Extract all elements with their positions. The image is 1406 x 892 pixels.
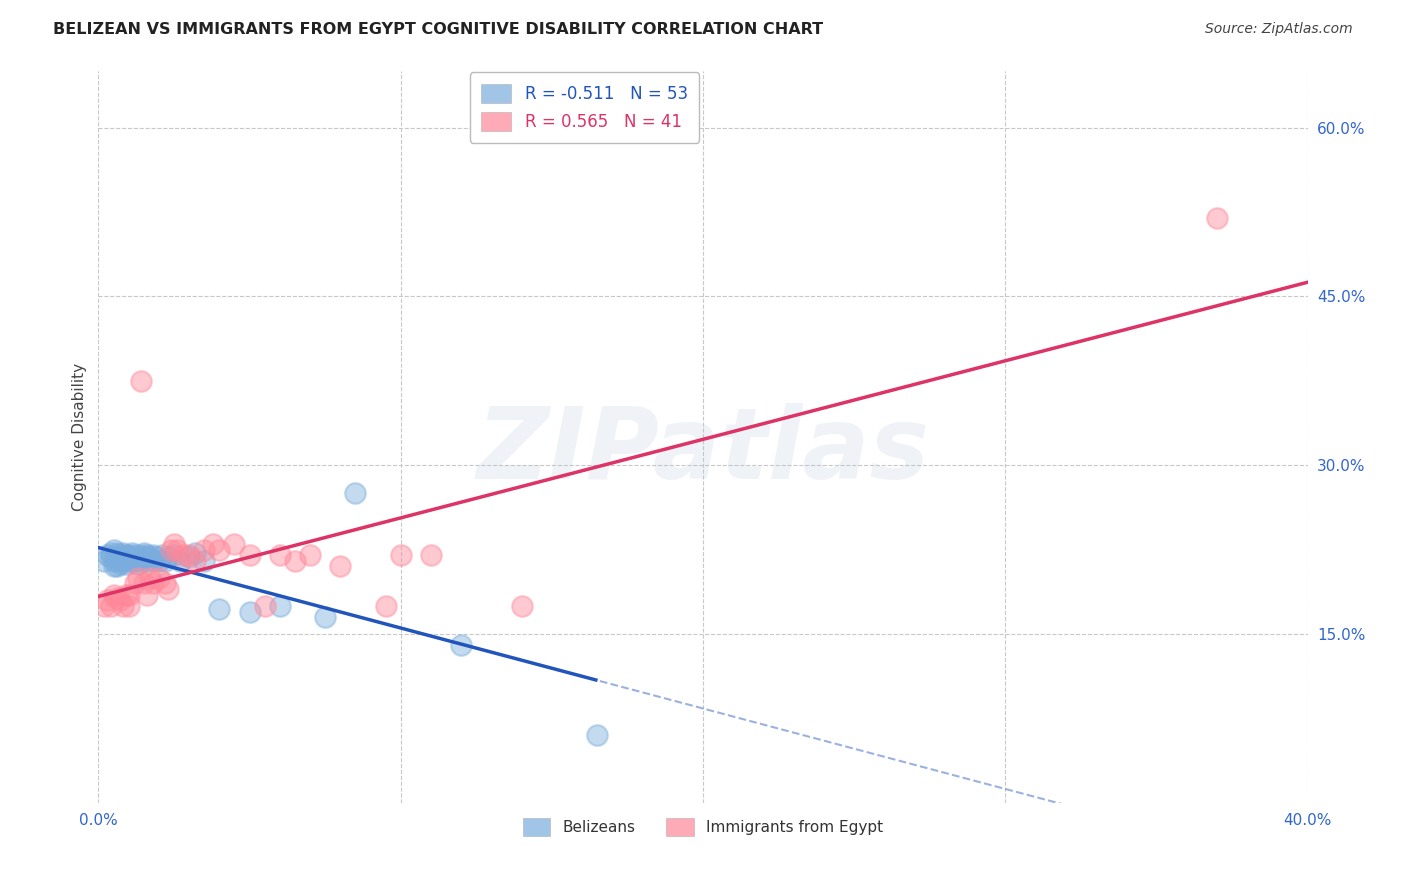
Point bbox=[124, 554, 146, 568]
Point bbox=[184, 546, 207, 560]
Point bbox=[374, 599, 396, 613]
Point bbox=[135, 554, 157, 568]
Point bbox=[114, 558, 136, 572]
Point bbox=[100, 550, 122, 565]
Point bbox=[299, 548, 322, 562]
Point bbox=[314, 610, 336, 624]
Point bbox=[121, 546, 143, 560]
Point bbox=[153, 576, 176, 591]
Point bbox=[420, 548, 443, 562]
Point bbox=[111, 546, 134, 560]
Point bbox=[166, 542, 188, 557]
Point bbox=[135, 588, 157, 602]
Point bbox=[103, 542, 125, 557]
Point bbox=[118, 548, 141, 562]
Point bbox=[153, 554, 176, 568]
Point bbox=[450, 638, 472, 652]
Point bbox=[129, 548, 152, 562]
Point bbox=[124, 548, 146, 562]
Point bbox=[156, 582, 179, 596]
Text: ZIPatlas: ZIPatlas bbox=[477, 403, 929, 500]
Point bbox=[121, 550, 143, 565]
Point bbox=[132, 550, 155, 565]
Point bbox=[139, 550, 162, 565]
Point bbox=[132, 576, 155, 591]
Point bbox=[142, 554, 165, 568]
Point bbox=[103, 554, 125, 568]
Point bbox=[111, 550, 134, 565]
Point bbox=[118, 588, 141, 602]
Point bbox=[108, 548, 131, 562]
Y-axis label: Cognitive Disability: Cognitive Disability bbox=[72, 363, 87, 511]
Point bbox=[344, 486, 367, 500]
Point bbox=[100, 599, 122, 613]
Point bbox=[103, 559, 125, 574]
Point bbox=[163, 548, 186, 562]
Point bbox=[156, 550, 179, 565]
Point bbox=[96, 593, 118, 607]
Point bbox=[202, 537, 225, 551]
Point bbox=[239, 548, 262, 562]
Point bbox=[510, 599, 533, 613]
Point bbox=[160, 542, 183, 557]
Point bbox=[142, 548, 165, 562]
Point bbox=[129, 554, 152, 568]
Point bbox=[132, 546, 155, 560]
Point bbox=[105, 591, 128, 605]
Point bbox=[108, 554, 131, 568]
Point bbox=[93, 599, 115, 613]
Point bbox=[269, 548, 291, 562]
Point bbox=[118, 599, 141, 613]
Point bbox=[329, 559, 352, 574]
Point bbox=[111, 599, 134, 613]
Point bbox=[111, 554, 134, 568]
Point bbox=[208, 602, 231, 616]
Point bbox=[193, 554, 215, 568]
Point bbox=[150, 548, 173, 562]
Point bbox=[169, 554, 191, 568]
Point bbox=[114, 588, 136, 602]
Point bbox=[139, 571, 162, 585]
Point bbox=[148, 571, 170, 585]
Point bbox=[284, 554, 307, 568]
Point bbox=[184, 554, 207, 568]
Point bbox=[179, 550, 201, 565]
Point bbox=[114, 548, 136, 562]
Point bbox=[105, 546, 128, 560]
Point bbox=[127, 558, 149, 572]
Point bbox=[208, 542, 231, 557]
Point bbox=[118, 554, 141, 568]
Point bbox=[193, 542, 215, 557]
Point bbox=[103, 588, 125, 602]
Text: Source: ZipAtlas.com: Source: ZipAtlas.com bbox=[1205, 22, 1353, 37]
Point bbox=[96, 548, 118, 562]
Point bbox=[148, 554, 170, 568]
Point bbox=[124, 576, 146, 591]
Point bbox=[224, 537, 246, 551]
Point bbox=[93, 554, 115, 568]
Point bbox=[1206, 211, 1229, 225]
Point bbox=[105, 550, 128, 565]
Point bbox=[172, 548, 194, 562]
Point bbox=[163, 537, 186, 551]
Point bbox=[108, 558, 131, 572]
Point bbox=[269, 599, 291, 613]
Point bbox=[145, 550, 167, 565]
Point bbox=[253, 599, 276, 613]
Point bbox=[586, 728, 609, 742]
Point bbox=[239, 605, 262, 619]
Point bbox=[100, 546, 122, 560]
Point bbox=[179, 548, 201, 562]
Point bbox=[114, 550, 136, 565]
Point bbox=[105, 559, 128, 574]
Legend: Belizeans, Immigrants from Egypt: Belizeans, Immigrants from Egypt bbox=[512, 807, 894, 847]
Point bbox=[135, 548, 157, 562]
Point bbox=[142, 576, 165, 591]
Point bbox=[389, 548, 412, 562]
Point bbox=[108, 593, 131, 607]
Text: BELIZEAN VS IMMIGRANTS FROM EGYPT COGNITIVE DISABILITY CORRELATION CHART: BELIZEAN VS IMMIGRANTS FROM EGYPT COGNIT… bbox=[53, 22, 824, 37]
Point bbox=[129, 374, 152, 388]
Point bbox=[127, 571, 149, 585]
Point bbox=[127, 550, 149, 565]
